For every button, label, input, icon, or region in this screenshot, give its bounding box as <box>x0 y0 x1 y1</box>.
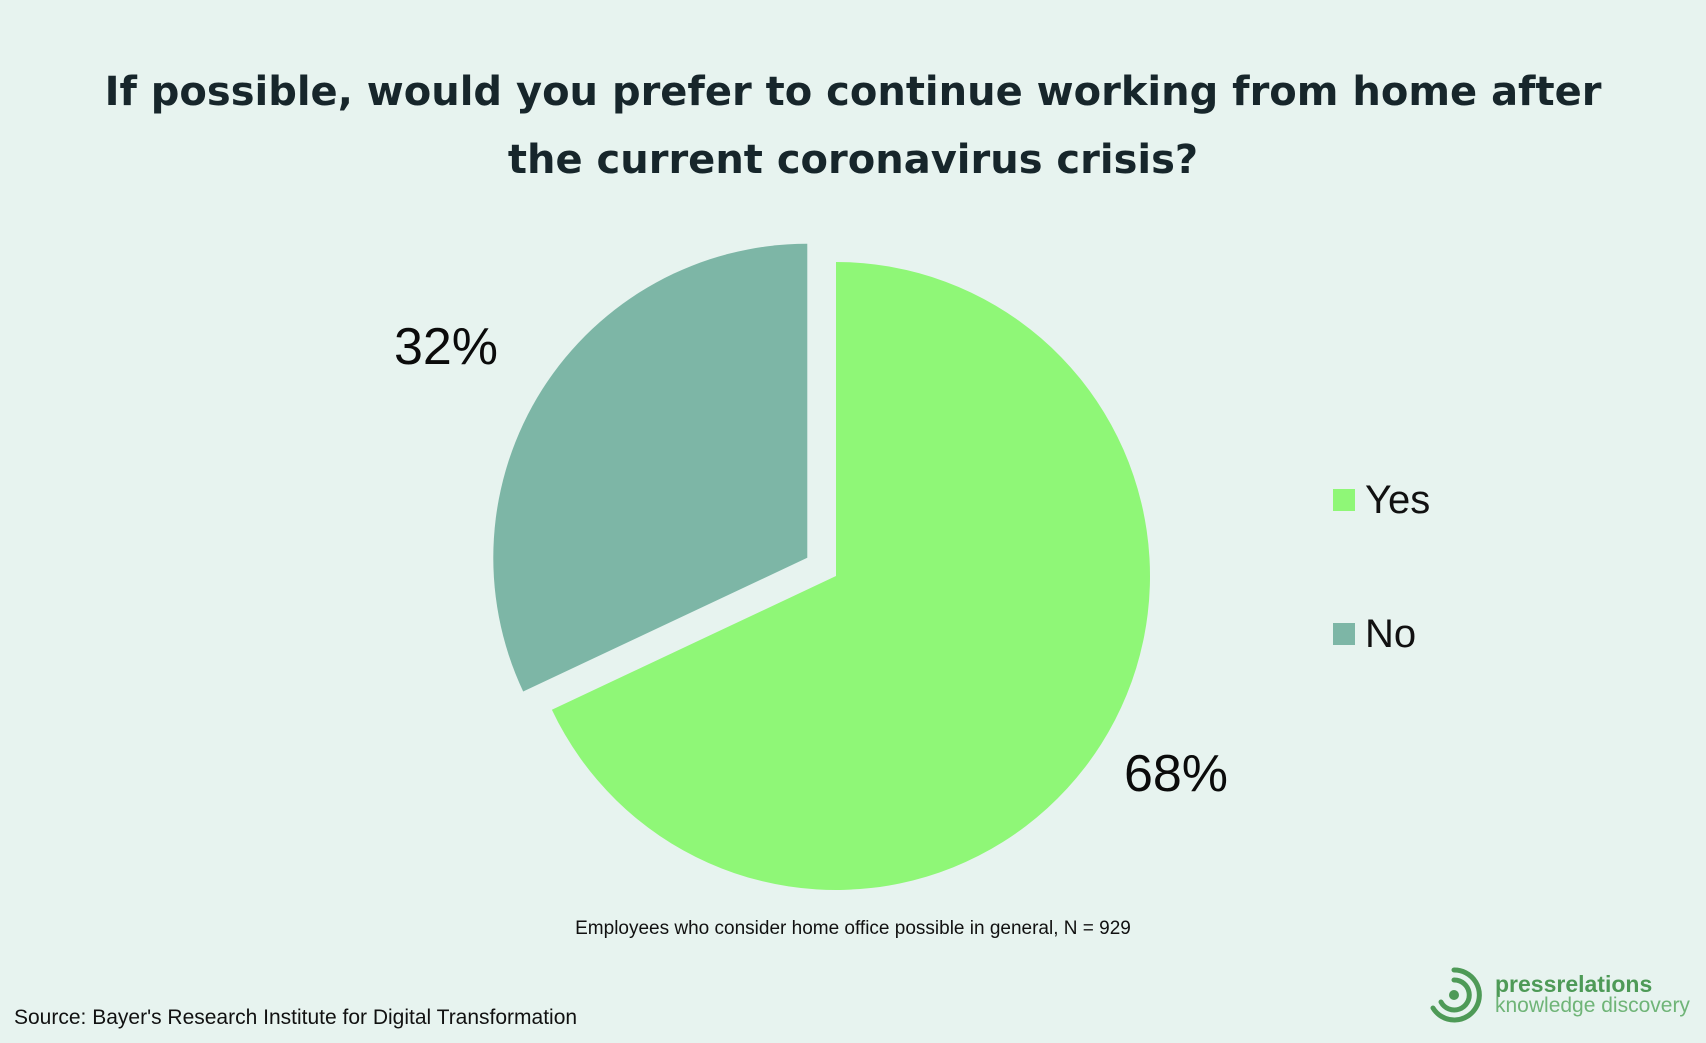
brand-logo: pressrelations knowledge discovery <box>1425 966 1690 1024</box>
pie-slice-yes <box>551 262 1150 890</box>
legend-item-no: No <box>1333 604 1430 664</box>
pie-label-yes: 68% <box>1124 745 1228 803</box>
legend-label-no: No <box>1365 611 1417 656</box>
chart-title-line-2: the current coronavirus crisis? <box>507 137 1199 183</box>
legend-swatch-no <box>1333 623 1355 645</box>
source-text: Source: Bayer's Research Institute for D… <box>14 1006 578 1029</box>
sample-note: Employees who consider home office possi… <box>575 918 1131 939</box>
chart-title-line-1: If possible, would you prefer to continu… <box>104 69 1602 115</box>
legend-label-yes: Yes <box>1365 477 1431 522</box>
pie-labels: 68% 32% <box>394 318 1228 803</box>
logo-name: pressrelations <box>1495 971 1653 997</box>
pie-slice-no <box>493 243 808 692</box>
pie-slices <box>493 243 1150 890</box>
legend: Yes No <box>1333 470 1430 738</box>
chart-title: If possible, would you prefer to continu… <box>0 58 1706 194</box>
legend-item-yes: Yes <box>1333 470 1430 530</box>
logo-tagline: knowledge discovery <box>1495 994 1690 1017</box>
logo-icon <box>1430 967 1482 1023</box>
legend-swatch-yes <box>1333 489 1355 511</box>
pie-label-no: 32% <box>394 318 498 376</box>
